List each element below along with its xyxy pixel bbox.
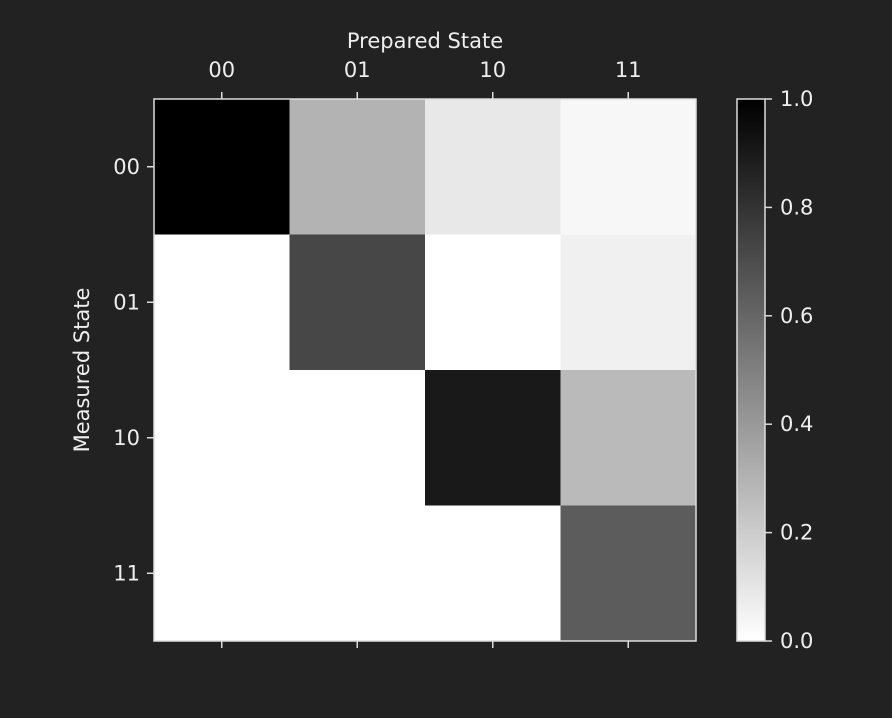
heatmap-cell [560,505,696,641]
x-tick-label: 11 [615,58,642,82]
x-tick-label: 10 [479,58,506,82]
heatmap-cell [425,234,561,370]
x-tick-label: 00 [208,58,235,82]
heatmap-cell [154,99,290,235]
heatmap-cell [425,505,561,641]
y-tick-label: 10 [113,426,140,450]
colorbar-tick-label: 0.8 [780,195,813,219]
colorbar-tick-label: 1.0 [780,87,813,111]
heatmap-cell [425,370,561,506]
plot-frame [153,98,697,642]
heatmap-cell [560,99,696,235]
x-axis-label: Prepared State [347,29,503,53]
x-axis-ticks: 00 01 10 11 [208,58,642,648]
colorbar-tick-label: 0.0 [780,629,813,653]
heatmap-cell [560,370,696,506]
colorbar-tick-label: 0.4 [780,412,813,436]
colorbar [736,98,766,642]
heatmap-cell [154,234,290,370]
y-axis-label: Measured State [70,288,94,453]
heatmap-cell [154,370,290,506]
y-tick-label: 11 [113,561,140,585]
heatmap-cell [289,234,425,370]
heatmap-cell [289,99,425,235]
heatmap-cell [289,370,425,506]
heatmap-cell [425,99,561,235]
y-tick-label: 01 [113,290,140,314]
heatmap-cells [154,99,696,641]
heatmap-cell [154,505,290,641]
colorbar-tick-label: 0.2 [780,521,813,545]
heatmap-cell [289,505,425,641]
colorbar-ticks: 0.0 0.2 0.4 0.6 0.8 1.0 [765,87,813,653]
y-axis-ticks: 00 01 10 11 [113,155,154,585]
x-tick-label: 01 [344,58,371,82]
heatmap-cell [560,234,696,370]
colorbar-tick-label: 0.6 [780,304,813,328]
y-tick-label: 00 [113,155,140,179]
